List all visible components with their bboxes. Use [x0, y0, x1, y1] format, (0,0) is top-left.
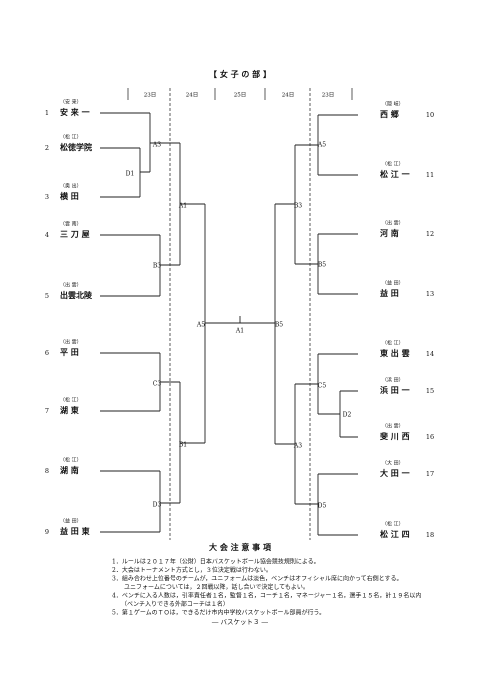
match-label: B3: [294, 203, 302, 210]
team-area: （隠 岐）: [382, 101, 404, 108]
team-number: 3: [45, 193, 49, 201]
team-area: （松 江）: [382, 340, 404, 347]
team-area: （大 田）: [382, 460, 404, 467]
team-number: 7: [45, 407, 49, 415]
team-area: （出 雲）: [382, 220, 404, 227]
team-name: 出雲北陵: [60, 290, 93, 300]
team-name: 湖 南: [60, 465, 79, 475]
note-line: （ベンチ入りできる外部コーチは１名）: [112, 600, 229, 608]
match-label: D2: [343, 412, 352, 419]
team-number: 5: [45, 292, 49, 300]
match-label: A1: [235, 328, 244, 335]
day-header: 25日: [234, 92, 247, 99]
match-label: A3: [293, 443, 302, 450]
team-name: 平 田: [60, 347, 79, 357]
team-name: 東 出 雲: [380, 348, 410, 358]
match-label: B5: [318, 262, 326, 269]
team-area: （浜 田）: [382, 377, 404, 384]
notes-title: 大 会 注 意 事 項: [209, 542, 272, 552]
title: 【 女 子 の 部 】: [209, 69, 271, 79]
team-number: 10: [426, 111, 434, 119]
day-header: 23日: [144, 92, 157, 99]
team-name: 横 田: [60, 191, 79, 201]
team-number: 12: [426, 230, 434, 238]
team-name: 湖 東: [60, 405, 79, 415]
team-name: 河 南: [380, 228, 399, 238]
match-label: A3: [152, 142, 161, 149]
note-line: 4．ベンチに入る人数は，引率責任者１名，監督１名，コーチ１名，マネージャー１名，…: [112, 592, 421, 600]
match-label: C3: [153, 381, 162, 388]
team-area: （雲 南）: [60, 221, 82, 228]
team-name: 大 田 一: [380, 468, 410, 478]
match-label: A1: [178, 203, 187, 210]
team-name: 益 田: [380, 288, 399, 298]
match-label: C5: [318, 383, 327, 390]
team-name: 松徳学院: [60, 142, 92, 152]
team-number: 13: [426, 290, 434, 298]
team-number: 2: [45, 144, 49, 152]
team-name: 西 郷: [380, 109, 399, 119]
team-area: （松 江）: [382, 521, 404, 528]
note-line: 3．組み合わせ上位番号のチームが，ユニフォームは淡色，ベンチはオフィシャル席に向…: [112, 575, 403, 583]
team-name: 松 江 一: [380, 169, 410, 179]
match-label: D3: [153, 502, 162, 509]
team-area: （奥 出）: [60, 183, 82, 190]
team-name: 松 江 四: [380, 529, 410, 539]
team-name: 浜 田 一: [380, 385, 410, 395]
team-number: 16: [426, 433, 434, 441]
note-line: 1．ルールは２０１７年（公財）日本バスケットボール協会競技規則による。: [112, 558, 320, 566]
team-number: 17: [426, 470, 434, 478]
team-name: 安 来 一: [60, 107, 90, 117]
footer: ― バスケット３ ―: [212, 618, 269, 626]
match-label: A5: [317, 142, 326, 149]
bracket-lines: [100, 112, 358, 536]
team-area: （出 雲）: [60, 339, 82, 346]
team-name: 斐 川 西: [379, 431, 410, 441]
team-area: （安 来）: [60, 99, 82, 106]
note-line: 2．大会はトーナメント方式とし，３位決定戦は行わない。: [112, 566, 272, 574]
team-number: 11: [426, 171, 434, 179]
team-number: 15: [426, 387, 434, 395]
team-area: （出 雲）: [382, 423, 404, 430]
team-number: 18: [426, 531, 434, 539]
team-number: 4: [45, 231, 49, 239]
team-area: （松 江）: [382, 161, 404, 168]
team-area: （出 雲）: [60, 282, 82, 289]
match-label: B1: [179, 442, 187, 449]
team-area: （松 江）: [60, 134, 82, 141]
match-label: A5: [196, 322, 205, 329]
team-area: （松 江）: [60, 397, 82, 404]
day-header: 23日: [322, 92, 335, 99]
team-number: 6: [45, 349, 49, 357]
match-label: B3: [153, 263, 161, 270]
team-area: （益 田）: [382, 280, 404, 287]
team-area: （益 田）: [60, 518, 82, 525]
team-name: 益 田 東: [60, 526, 90, 536]
team-number: 14: [426, 350, 434, 358]
match-label: B5: [275, 322, 283, 329]
match-label: D5: [318, 503, 327, 510]
column-lines: [127, 88, 353, 540]
note-line: ユニフォームについては，２回戦以降，話し合いで決定してもよい。: [112, 583, 309, 591]
team-number: 9: [45, 528, 49, 536]
note-line: 5．第１ゲームのＴＯは，できるだけ市内中学校バスケットボール部員が行う。: [112, 609, 325, 617]
match-label: D1: [126, 171, 135, 178]
team-number: 1: [45, 109, 49, 117]
day-header: 24日: [282, 92, 295, 99]
team-area: （松 江）: [60, 457, 82, 464]
day-header: 24日: [186, 92, 199, 99]
team-number: 8: [45, 467, 49, 475]
team-name: 三 刀 屋: [60, 229, 90, 239]
